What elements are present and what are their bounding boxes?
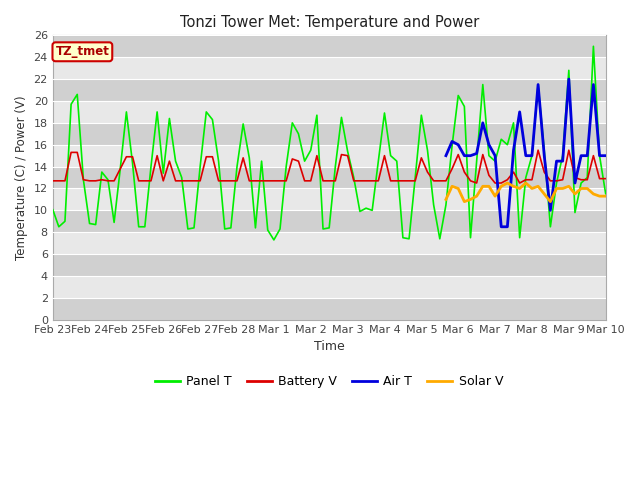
Y-axis label: Temperature (C) / Power (V): Temperature (C) / Power (V)	[15, 95, 28, 260]
Bar	[52, 123, 605, 145]
Bar	[52, 36, 605, 57]
Bar	[52, 254, 605, 276]
X-axis label: Time: Time	[314, 340, 344, 353]
Bar	[52, 210, 605, 232]
Legend: Panel T, Battery V, Air T, Solar V: Panel T, Battery V, Air T, Solar V	[150, 370, 508, 393]
Title: Tonzi Tower Met: Temperature and Power: Tonzi Tower Met: Temperature and Power	[180, 15, 479, 30]
Bar	[52, 298, 605, 320]
Bar	[52, 167, 605, 189]
Bar	[52, 79, 605, 101]
Text: TZ_tmet: TZ_tmet	[56, 45, 109, 58]
